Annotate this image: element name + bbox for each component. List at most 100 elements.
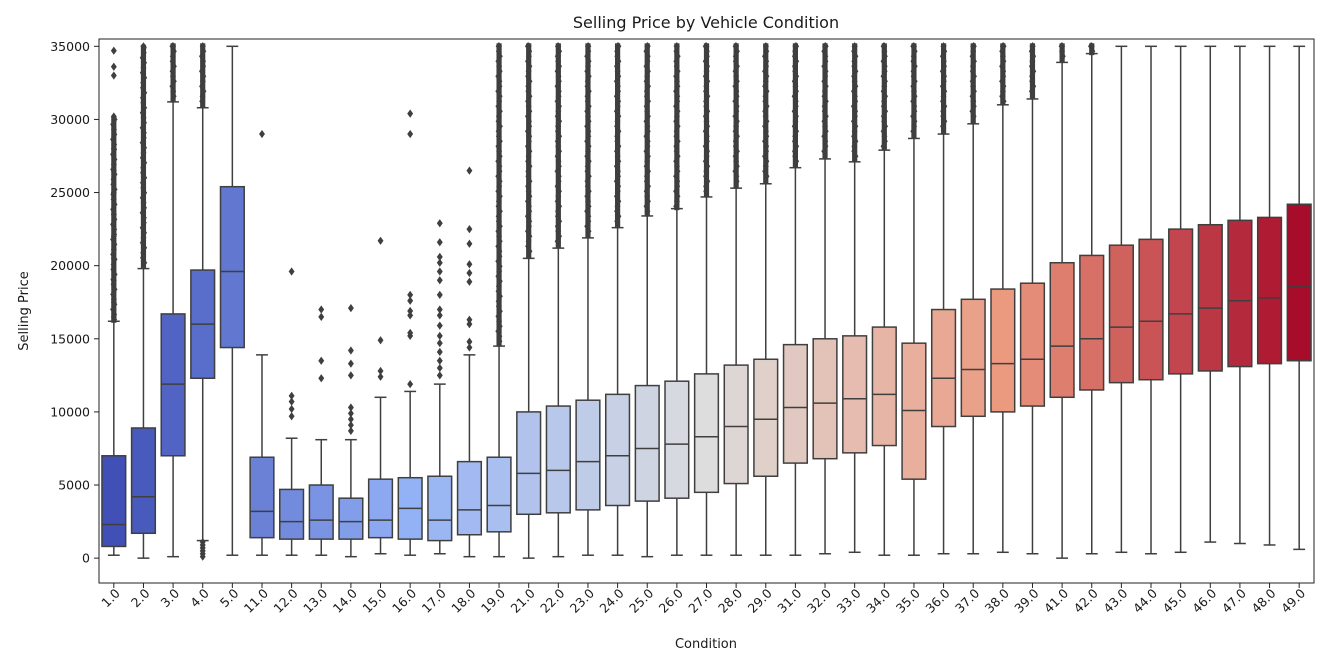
x-tick-label: 26.0 (656, 585, 686, 615)
box-13.0 (308, 305, 334, 556)
outlier-point (880, 142, 887, 151)
outlier-point (466, 268, 473, 278)
box-17.0 (427, 219, 453, 555)
outlier-point (141, 258, 148, 267)
outlier-point (466, 224, 473, 234)
outlier-point (407, 129, 414, 139)
outlier-point (1028, 87, 1035, 96)
box-48.0 (1256, 45, 1283, 546)
x-tick-label: 33.0 (833, 585, 863, 615)
outlier-point (466, 239, 473, 248)
outlier-point (199, 97, 206, 106)
box-4.0 (190, 42, 216, 561)
box-27.0 (693, 42, 720, 556)
x-tick-label: 1.0 (98, 585, 123, 610)
box-41.0 (1049, 42, 1075, 559)
iqr-box (516, 411, 542, 516)
box-28.0 (723, 42, 749, 556)
box-22.0 (545, 42, 571, 558)
outlier-point (110, 188, 117, 197)
outlier-point (110, 254, 117, 263)
iqr-box (545, 405, 571, 514)
outlier-point (110, 62, 117, 71)
outlier-point (436, 305, 443, 314)
outlier-point (852, 152, 859, 161)
outlier-point (436, 267, 443, 276)
outlier-point (110, 144, 117, 153)
outlier-point (644, 207, 651, 216)
box-26.0 (664, 42, 690, 556)
box-19.0 (486, 42, 512, 558)
y-tick-label: 0 (82, 551, 90, 566)
outlier-point (466, 343, 473, 352)
iqr-box (634, 384, 660, 502)
box-5.0 (219, 45, 245, 556)
box-1.0 (101, 46, 127, 556)
outlier-point (318, 312, 325, 321)
outlier-point (318, 374, 325, 383)
outlier-point (555, 42, 562, 51)
box-35.0 (901, 42, 927, 556)
x-tick-label: 14.0 (330, 585, 360, 615)
outlier-point (110, 210, 117, 219)
iqr-box (101, 455, 127, 548)
box-38.0 (990, 42, 1016, 554)
iqr-box (1079, 254, 1105, 391)
y-tick-label: 20000 (50, 258, 90, 273)
iqr-box (486, 456, 512, 533)
box-16.0 (397, 109, 423, 556)
x-tick-label: 23.0 (567, 585, 597, 615)
outlier-point (407, 380, 414, 389)
x-tick-label: 22.0 (537, 585, 567, 615)
outlier-point (436, 252, 443, 262)
outlier-point (288, 267, 295, 276)
box-11.0 (249, 129, 275, 556)
outlier-point (526, 247, 533, 256)
outlier-point (407, 328, 414, 338)
outlier-point (466, 337, 473, 346)
iqr-box (219, 185, 245, 349)
y-axis: 0 5000 10000 15000 20000 25000 30000 35000 (50, 39, 99, 566)
outlier-point (436, 219, 443, 228)
outlier-point (585, 42, 591, 51)
outlier-point (733, 177, 740, 186)
outlier-point (1000, 97, 1007, 106)
y-tick-label: 35000 (50, 39, 90, 54)
box-37.0 (960, 42, 986, 555)
outlier-point (288, 404, 295, 414)
x-tick-label: 48.0 (1248, 585, 1278, 615)
iqr-box (664, 380, 690, 499)
outlier-point (466, 315, 473, 324)
outlier-point (377, 236, 384, 245)
outlier-point (614, 217, 621, 226)
outlier-point (793, 157, 800, 166)
outlier-point (970, 112, 977, 121)
outlier-point (762, 42, 769, 51)
y-tick-label: 30000 (50, 112, 90, 127)
x-tick-label: 19.0 (478, 585, 508, 615)
outlier-point (110, 232, 117, 241)
outlier-point (703, 42, 710, 51)
box-43.0 (1108, 45, 1134, 554)
iqr-box (1138, 238, 1164, 381)
outlier-point (110, 166, 117, 175)
iqr-box (338, 497, 364, 540)
outlier-point (822, 42, 828, 51)
x-tick-label: 25.0 (626, 585, 656, 615)
iqr-box (842, 335, 868, 454)
outlier-point (821, 147, 828, 156)
plot-content (101, 42, 1312, 561)
x-tick-label: 16.0 (389, 585, 419, 615)
box-34.0 (871, 42, 897, 556)
x-axis-label: Condition (675, 637, 737, 652)
y-tick-label: 25000 (50, 185, 90, 200)
outlier-point (170, 92, 177, 101)
outlier-point (496, 42, 503, 51)
x-tick-label: 47.0 (1219, 585, 1249, 615)
outlier-point (585, 227, 592, 236)
x-tick-label: 43.0 (1100, 585, 1130, 615)
outlier-point (259, 129, 265, 139)
outlier-point (347, 371, 354, 380)
box-24.0 (604, 42, 631, 556)
box-33.0 (842, 42, 868, 554)
